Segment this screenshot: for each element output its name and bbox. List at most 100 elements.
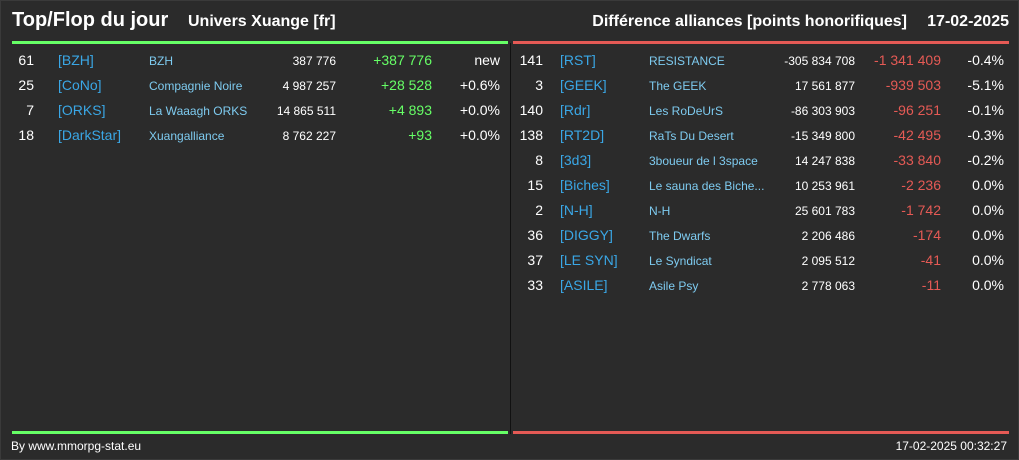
row-pct: 0.0%	[972, 177, 1004, 193]
flop-row: 3 [GEEK] The GEEK 17 561 877 -939 503 -5…	[513, 73, 1009, 98]
top-row: 7 [ORKS] La Waaagh ORKS 14 865 511 +4 89…	[12, 98, 508, 123]
top-panel: 61 [BZH] BZH 387 776 +387 776 new 25 [Co…	[12, 48, 508, 148]
row-diff: -11	[921, 277, 941, 293]
row-tag-link[interactable]: [DarkStar]	[58, 127, 122, 143]
row-points: 25 601 783	[794, 204, 855, 218]
row-tag-link[interactable]: [ASILE]	[560, 277, 608, 293]
top-panel-bottom-bar	[12, 431, 508, 434]
row-diff: -174	[912, 227, 941, 243]
panel-divider	[510, 43, 511, 434]
row-points: 17 561 877	[794, 79, 855, 93]
row-points: 8 762 227	[282, 129, 336, 143]
row-rank: 15	[527, 177, 543, 193]
row-tag-link[interactable]: [N-H]	[560, 202, 593, 218]
row-tag-link[interactable]: [RST]	[560, 52, 596, 68]
row-points: -86 303 903	[790, 104, 855, 118]
row-name-link[interactable]: Compagnie Noire	[149, 79, 243, 93]
row-pct: -0.1%	[967, 102, 1004, 118]
flop-row: 141 [RST] RESISTANCE -305 834 708 -1 341…	[513, 48, 1009, 73]
row-name-link[interactable]: Le sauna des Biche...	[649, 179, 765, 193]
row-name-link[interactable]: Xuangalliance	[149, 129, 225, 143]
row-points: 2 778 063	[801, 279, 855, 293]
row-name-link[interactable]: Asile Psy	[649, 279, 699, 293]
date-label: 17-02-2025	[927, 13, 1009, 30]
header: Top/Flop du jour Univers Xuange [fr] Dif…	[1, 1, 1019, 41]
row-pct: 0.0%	[972, 252, 1004, 268]
row-rank: 61	[18, 52, 34, 68]
row-points: 14 865 511	[276, 104, 336, 118]
row-tag-link[interactable]: [GEEK]	[560, 77, 607, 93]
row-name-link[interactable]: RESISTANCE	[649, 54, 725, 68]
row-name-link[interactable]: The Dwarfs	[649, 229, 711, 243]
flop-row: 140 [Rdr] Les RoDeUrS -86 303 903 -96 25…	[513, 98, 1009, 123]
flop-panel-top-bar	[513, 41, 1009, 44]
source-link[interactable]: By www.mmorpg-stat.eu	[11, 439, 142, 453]
row-pct: -5.1%	[967, 77, 1004, 93]
page-title: Top/Flop du jour	[12, 9, 169, 31]
flop-row: 37 [LE SYN] Le Syndicat 2 095 512 -41 0.…	[513, 248, 1009, 273]
row-diff: -1 742	[901, 202, 941, 218]
flop-row: 33 [ASILE] Asile Psy 2 778 063 -11 0.0%	[513, 273, 1009, 298]
timestamp: 17-02-2025 00:32:27	[895, 439, 1007, 453]
row-tag-link[interactable]: [CoNo]	[58, 77, 102, 93]
flop-row: 138 [RT2D] RaTs Du Desert -15 349 800 -4…	[513, 123, 1009, 148]
row-name-link[interactable]: RaTs Du Desert	[649, 129, 734, 143]
row-pct: 0.0%	[972, 202, 1004, 218]
row-rank: 2	[535, 202, 543, 218]
row-rank: 25	[18, 77, 34, 93]
row-pct: +0.0%	[459, 127, 500, 143]
row-tag-link[interactable]: [ORKS]	[58, 102, 106, 118]
row-name-link[interactable]: The GEEK	[649, 79, 707, 93]
row-tag-link[interactable]: [Rdr]	[560, 102, 591, 118]
row-diff: -1 341 409	[874, 52, 941, 68]
row-tag-link[interactable]: [DIGGY]	[560, 227, 613, 243]
flop-row: 2 [N-H] N-H 25 601 783 -1 742 0.0%	[513, 198, 1009, 223]
row-rank: 140	[519, 102, 543, 118]
row-tag-link[interactable]: [BZH]	[58, 52, 94, 68]
row-name-link[interactable]: 3boueur de l 3space	[649, 154, 758, 168]
row-pct: +0.6%	[459, 77, 500, 93]
universe-label: Univers Xuange [fr]	[188, 13, 336, 30]
row-points: -305 834 708	[784, 54, 855, 68]
row-name-link[interactable]: BZH	[149, 54, 173, 68]
row-rank: 8	[535, 152, 543, 168]
flop-row: 15 [Biches] Le sauna des Biche... 10 253…	[513, 173, 1009, 198]
row-diff: -33 840	[893, 152, 941, 168]
top-panel-top-bar	[12, 41, 508, 44]
row-tag-link[interactable]: [Biches]	[560, 177, 610, 193]
row-diff: -42 495	[893, 127, 941, 143]
row-diff: -2 236	[901, 177, 941, 193]
row-diff: +28 528	[381, 77, 432, 93]
row-diff: +93	[408, 127, 432, 143]
row-diff: +387 776	[373, 52, 432, 68]
row-diff: -41	[920, 252, 941, 268]
row-rank: 3	[535, 77, 543, 93]
row-pct: -0.3%	[967, 127, 1004, 143]
row-points: 4 987 257	[282, 79, 336, 93]
row-diff: +4 893	[388, 102, 432, 118]
row-rank: 36	[527, 227, 543, 243]
row-diff: -939 503	[885, 77, 941, 93]
row-pct: -0.4%	[967, 52, 1004, 68]
row-tag-link[interactable]: [RT2D]	[560, 127, 605, 143]
row-tag-link[interactable]: [3d3]	[560, 152, 592, 168]
row-rank: 138	[519, 127, 543, 143]
row-name-link[interactable]: La Waaagh ORKS	[149, 104, 248, 118]
row-rank: 141	[519, 52, 543, 68]
row-tag-link[interactable]: [LE SYN]	[560, 252, 618, 268]
row-pct: 0.0%	[972, 277, 1004, 293]
row-points: 387 776	[292, 54, 336, 68]
row-name-link[interactable]: N-H	[649, 204, 671, 218]
row-pct: +0.0%	[459, 102, 500, 118]
row-points: 2 095 512	[801, 254, 855, 268]
row-points: 10 253 961	[794, 179, 855, 193]
row-name-link[interactable]: Le Syndicat	[649, 254, 712, 268]
row-rank: 7	[26, 102, 34, 118]
flop-panel: 141 [RST] RESISTANCE -305 834 708 -1 341…	[513, 48, 1009, 298]
row-name-link[interactable]: Les RoDeUrS	[649, 104, 724, 118]
row-pct: new	[474, 52, 500, 68]
top-row: 25 [CoNo] Compagnie Noire 4 987 257 +28 …	[12, 73, 508, 98]
top-row: 61 [BZH] BZH 387 776 +387 776 new	[12, 48, 508, 73]
flop-panel-bottom-bar	[513, 431, 1009, 434]
